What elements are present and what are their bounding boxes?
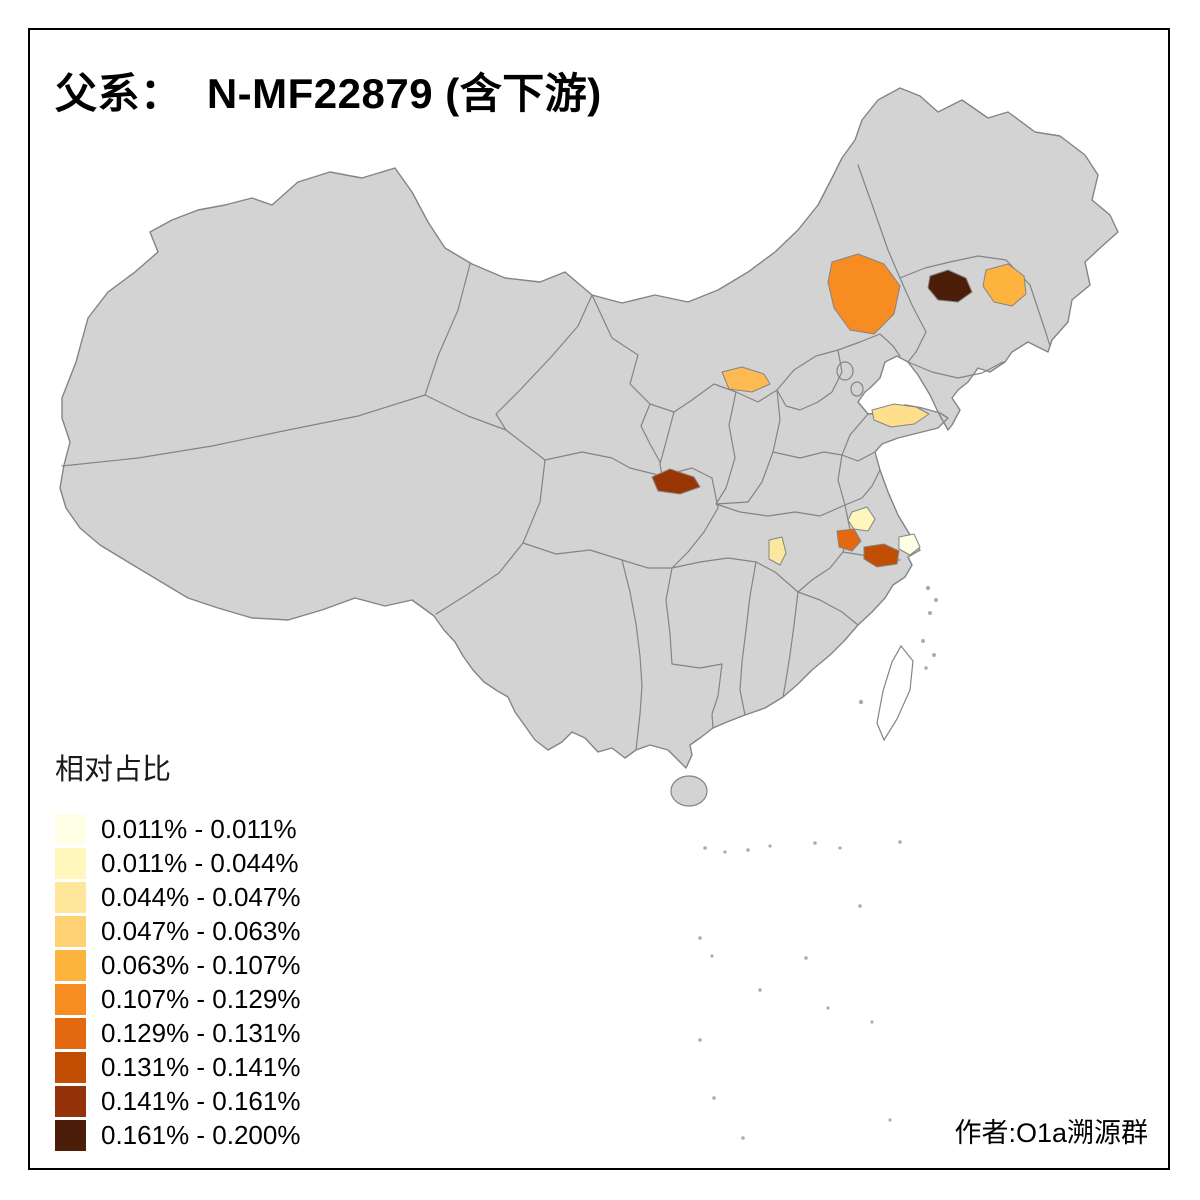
highlighted-regions (651, 253, 1027, 568)
region-hubei-east (768, 536, 787, 566)
region-jilin-west (927, 269, 973, 303)
region-shandong-peninsula (871, 403, 930, 428)
legend-label: 0.161% - 0.200% (101, 1119, 301, 1150)
legend-item: 0.063% - 0.107% (55, 948, 300, 982)
region-jiangsu-west-pale (847, 506, 876, 532)
tianjin-outline (850, 381, 864, 397)
legend-label: 0.011% - 0.011% (101, 813, 297, 844)
region-jilin-east (982, 263, 1027, 307)
legend-item: 0.047% - 0.063% (55, 914, 300, 948)
legend-label: 0.044% - 0.047% (101, 881, 301, 912)
beijing-outline (836, 361, 854, 381)
mainland-china (59, 87, 1119, 769)
taiwan-island (876, 644, 914, 742)
legend-item: 0.044% - 0.047% (55, 880, 300, 914)
legend-item: 0.131% - 0.141% (55, 1050, 300, 1084)
legend-label: 0.129% - 0.131% (101, 1017, 301, 1048)
legend-item: 0.141% - 0.161% (55, 1084, 300, 1118)
region-anhui-east (836, 528, 862, 552)
legend-swatch (55, 813, 86, 845)
credit-text: 作者:O1a溯源群 (954, 1118, 1148, 1148)
legend-swatch (55, 949, 86, 981)
legend-item: 0.011% - 0.044% (55, 846, 300, 880)
small-islands (698, 585, 938, 1140)
region-shanghai-area (898, 533, 921, 556)
region-inner-mongolia-east (827, 253, 901, 335)
legend-label: 0.131% - 0.141% (101, 1051, 301, 1082)
legend: 相对占比 0.011% - 0.011% 0.011% - 0.044% 0.044… (55, 746, 300, 1152)
province-borders (61, 164, 1051, 751)
legend-swatch (55, 983, 86, 1015)
legend-item: 0.129% - 0.131% (55, 1016, 300, 1050)
legend-swatch (55, 1119, 86, 1151)
legend-swatch (55, 1051, 86, 1083)
legend-label: 0.107% - 0.129% (101, 983, 301, 1014)
legend-label: 0.141% - 0.161% (101, 1085, 301, 1116)
hainan-island (670, 775, 708, 807)
legend-swatch (55, 1085, 86, 1117)
legend-swatch (55, 915, 86, 947)
legend-title: 相对占比 (55, 754, 172, 786)
legend-items: 0.011% - 0.011% 0.011% - 0.044% 0.044% - 0… (55, 812, 300, 1152)
legend-label: 0.063% - 0.107% (101, 949, 301, 980)
legend-label: 0.047% - 0.063% (101, 915, 301, 946)
legend-swatch (55, 881, 86, 913)
legend-label: 0.011% - 0.044% (101, 847, 299, 878)
region-shanxi-north (721, 366, 771, 393)
region-jiangsu-south (863, 543, 900, 568)
legend-swatch (55, 1017, 86, 1049)
region-gansu-southeast (651, 468, 701, 495)
legend-swatch (55, 847, 86, 879)
legend-item: 0.107% - 0.129% (55, 982, 300, 1016)
map-title: 父系： N-MF22879 (含下游) (55, 70, 602, 117)
legend-item: 0.011% - 0.011% (55, 812, 300, 846)
legend-item: 0.161% - 0.200% (55, 1118, 300, 1152)
